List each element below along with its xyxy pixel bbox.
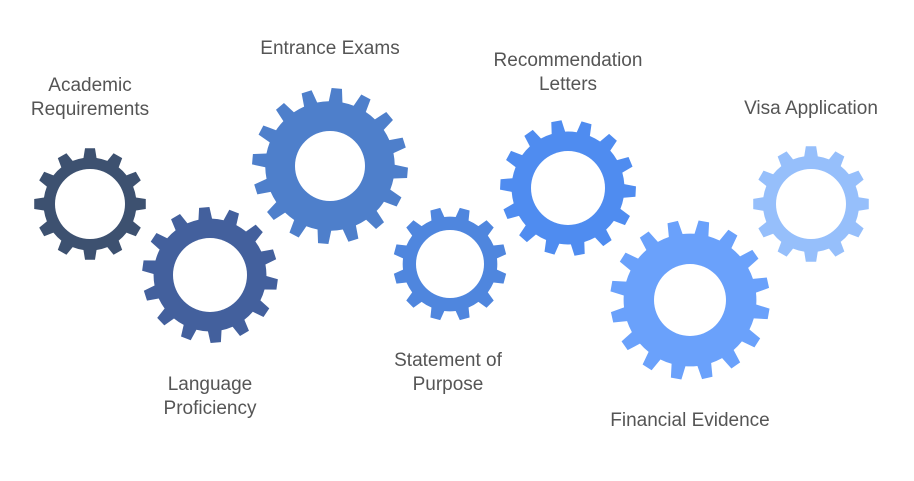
- gear-hole: [173, 238, 247, 312]
- gear-hole: [295, 131, 365, 201]
- labels-layer: Academic Requirements Language Proficiency E…: [31, 38, 878, 431]
- gear-label-line: Proficiency: [164, 398, 257, 419]
- gear-hole: [531, 151, 605, 225]
- gear-label-line: Visa Application: [744, 98, 878, 119]
- gear-hole: [654, 264, 726, 336]
- gear-hole: [55, 169, 125, 239]
- gear-label-line: Statement of: [394, 350, 502, 371]
- gear-label-line: Letters: [539, 74, 597, 95]
- gear-financial-evidence: [610, 220, 770, 380]
- gear-label-recommendation-letters: Recommendation Letters: [494, 50, 643, 95]
- gear-language-proficiency: [142, 207, 278, 343]
- gear-visa-application: [753, 146, 869, 262]
- gear-label-line: Recommendation: [494, 50, 643, 71]
- gear-label-line: Requirements: [31, 99, 149, 120]
- gear-statement-of-purpose: [393, 207, 507, 321]
- gear-entrance-exams: [252, 88, 408, 244]
- gear-label-statement-of-purpose: Statement of Purpose: [394, 350, 502, 395]
- gear-label-academic-requirements: Academic Requirements: [31, 75, 149, 120]
- gear-label-line: Academic: [48, 75, 131, 96]
- gear-label-language-proficiency: Language Proficiency: [164, 374, 257, 419]
- gear-label-line: Purpose: [413, 374, 484, 395]
- gear-label-financial-evidence: Financial Evidence: [610, 410, 769, 431]
- gear-hole: [776, 169, 846, 239]
- gear-label-line: Financial Evidence: [610, 410, 769, 431]
- gear-label-entrance-exams: Entrance Exams: [260, 38, 399, 59]
- gears-layer: [34, 88, 869, 380]
- gear-hole: [416, 230, 484, 298]
- gear-label-visa-application: Visa Application: [744, 98, 878, 119]
- gear-label-line: Entrance Exams: [260, 38, 399, 59]
- gear-label-line: Language: [168, 374, 253, 395]
- gear-recommendation-letters: [500, 120, 636, 256]
- gear-academic-requirements: [34, 148, 146, 260]
